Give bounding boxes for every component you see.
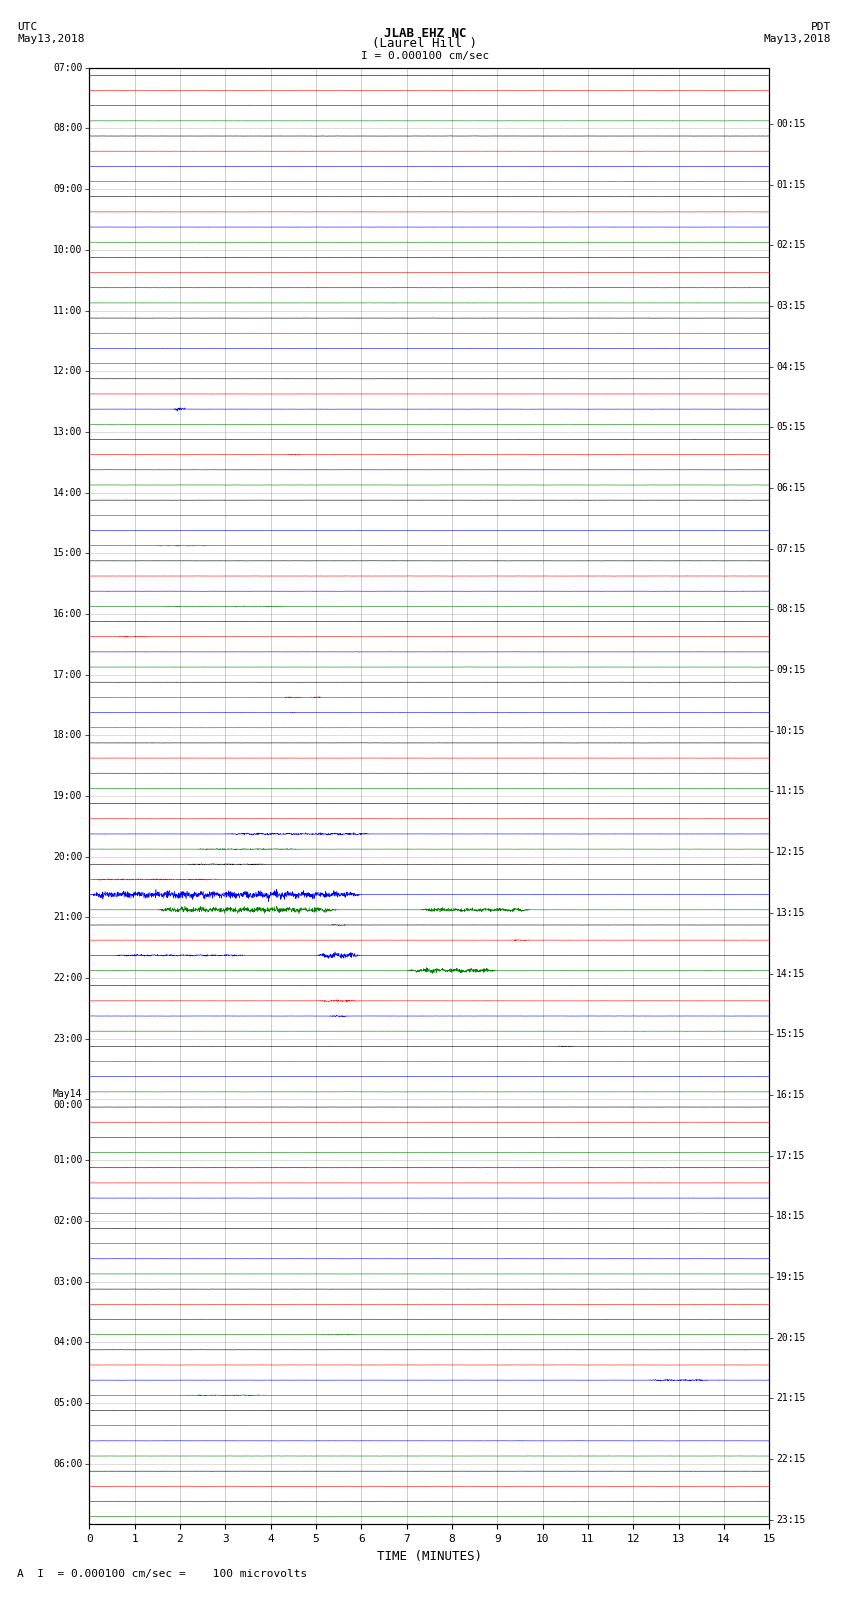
Text: I = 0.000100 cm/sec: I = 0.000100 cm/sec — [361, 52, 489, 61]
Text: May13,2018: May13,2018 — [764, 34, 831, 44]
Text: PDT: PDT — [811, 23, 831, 32]
Text: May13,2018: May13,2018 — [17, 34, 84, 44]
X-axis label: TIME (MINUTES): TIME (MINUTES) — [377, 1550, 482, 1563]
Text: UTC: UTC — [17, 23, 37, 32]
Text: A  I  = 0.000100 cm/sec =    100 microvolts: A I = 0.000100 cm/sec = 100 microvolts — [17, 1569, 307, 1579]
Text: JLAB EHZ NC: JLAB EHZ NC — [383, 26, 467, 39]
Text: (Laurel Hill ): (Laurel Hill ) — [372, 37, 478, 50]
